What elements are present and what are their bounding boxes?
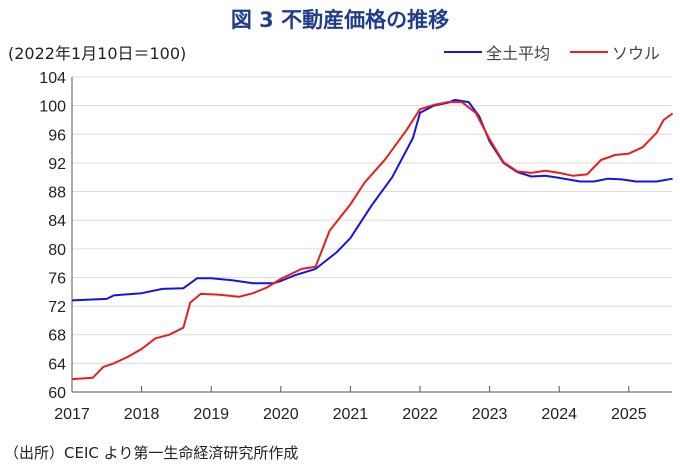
legend-item-seoul: ソウル [569, 40, 660, 64]
x-tick-label: 2019 [193, 406, 229, 423]
y-tick-label: 60 [48, 385, 66, 402]
y-tick-label: 92 [48, 156, 66, 173]
y-axis-unit-label: (2022年1月10日＝100) [8, 44, 187, 63]
y-tick-label: 68 [48, 328, 66, 345]
x-tick-label: 2024 [541, 406, 577, 423]
chart-title: 図 3 不動産価格の推移 [230, 8, 450, 32]
legend: 全土平均 ソウル [443, 40, 660, 64]
y-tick-label: 72 [48, 299, 66, 316]
legend-swatch-seoul [569, 51, 608, 53]
legend-item-national: 全土平均 [443, 40, 550, 64]
y-tick-label: 104 [39, 70, 66, 87]
y-tick-label: 96 [48, 127, 66, 144]
y-tick-label: 100 [39, 99, 66, 116]
y-tick-label: 88 [48, 185, 66, 202]
legend-swatch-national [443, 51, 482, 53]
x-tick-label: 2018 [124, 406, 160, 423]
legend-label-seoul: ソウル [611, 44, 660, 63]
x-tick-label: 2023 [472, 406, 508, 423]
y-tick-label: 76 [48, 270, 66, 287]
source-note: （出所）CEIC より第一生命経済研究所作成 [4, 444, 299, 462]
x-tick-label: 2017 [54, 406, 90, 423]
x-tick-label: 2022 [402, 406, 438, 423]
y-tick-label: 64 [48, 356, 66, 373]
x-tick-label: 2025 [611, 406, 647, 423]
y-tick-label: 80 [48, 242, 66, 259]
y-tick-label: 84 [48, 213, 66, 230]
x-tick-label: 2020 [263, 406, 299, 423]
series-line-national [71, 98, 673, 302]
legend-label-national: 全土平均 [485, 44, 550, 63]
series-line-seoul [71, 101, 674, 381]
x-tick-label: 2021 [333, 406, 369, 423]
